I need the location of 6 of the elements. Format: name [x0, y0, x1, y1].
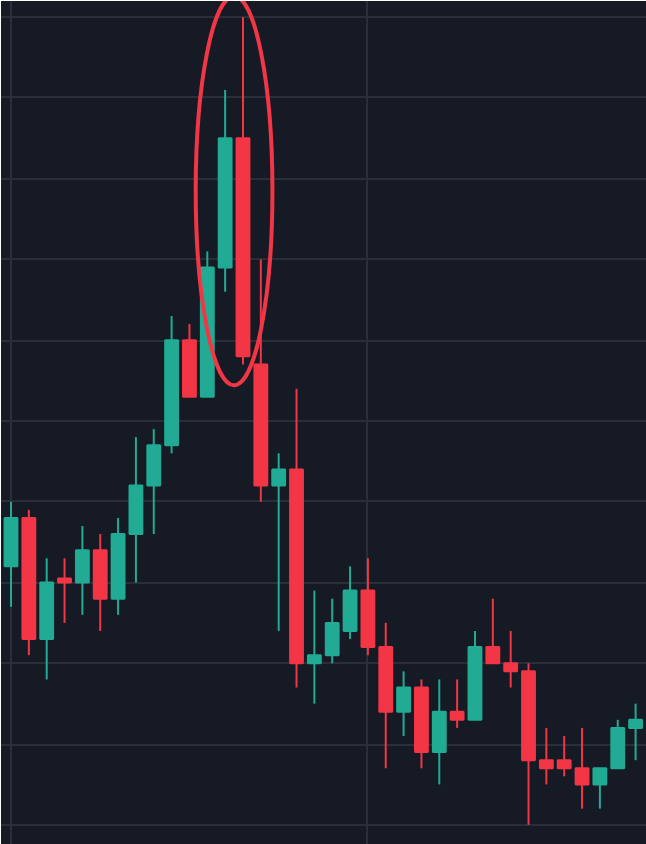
candlestick	[449, 678, 465, 729]
candlestick	[431, 678, 447, 786]
candlestick	[74, 524, 90, 616]
candlestick	[396, 670, 412, 737]
candlestick	[271, 452, 287, 632]
candlestick	[57, 557, 72, 624]
